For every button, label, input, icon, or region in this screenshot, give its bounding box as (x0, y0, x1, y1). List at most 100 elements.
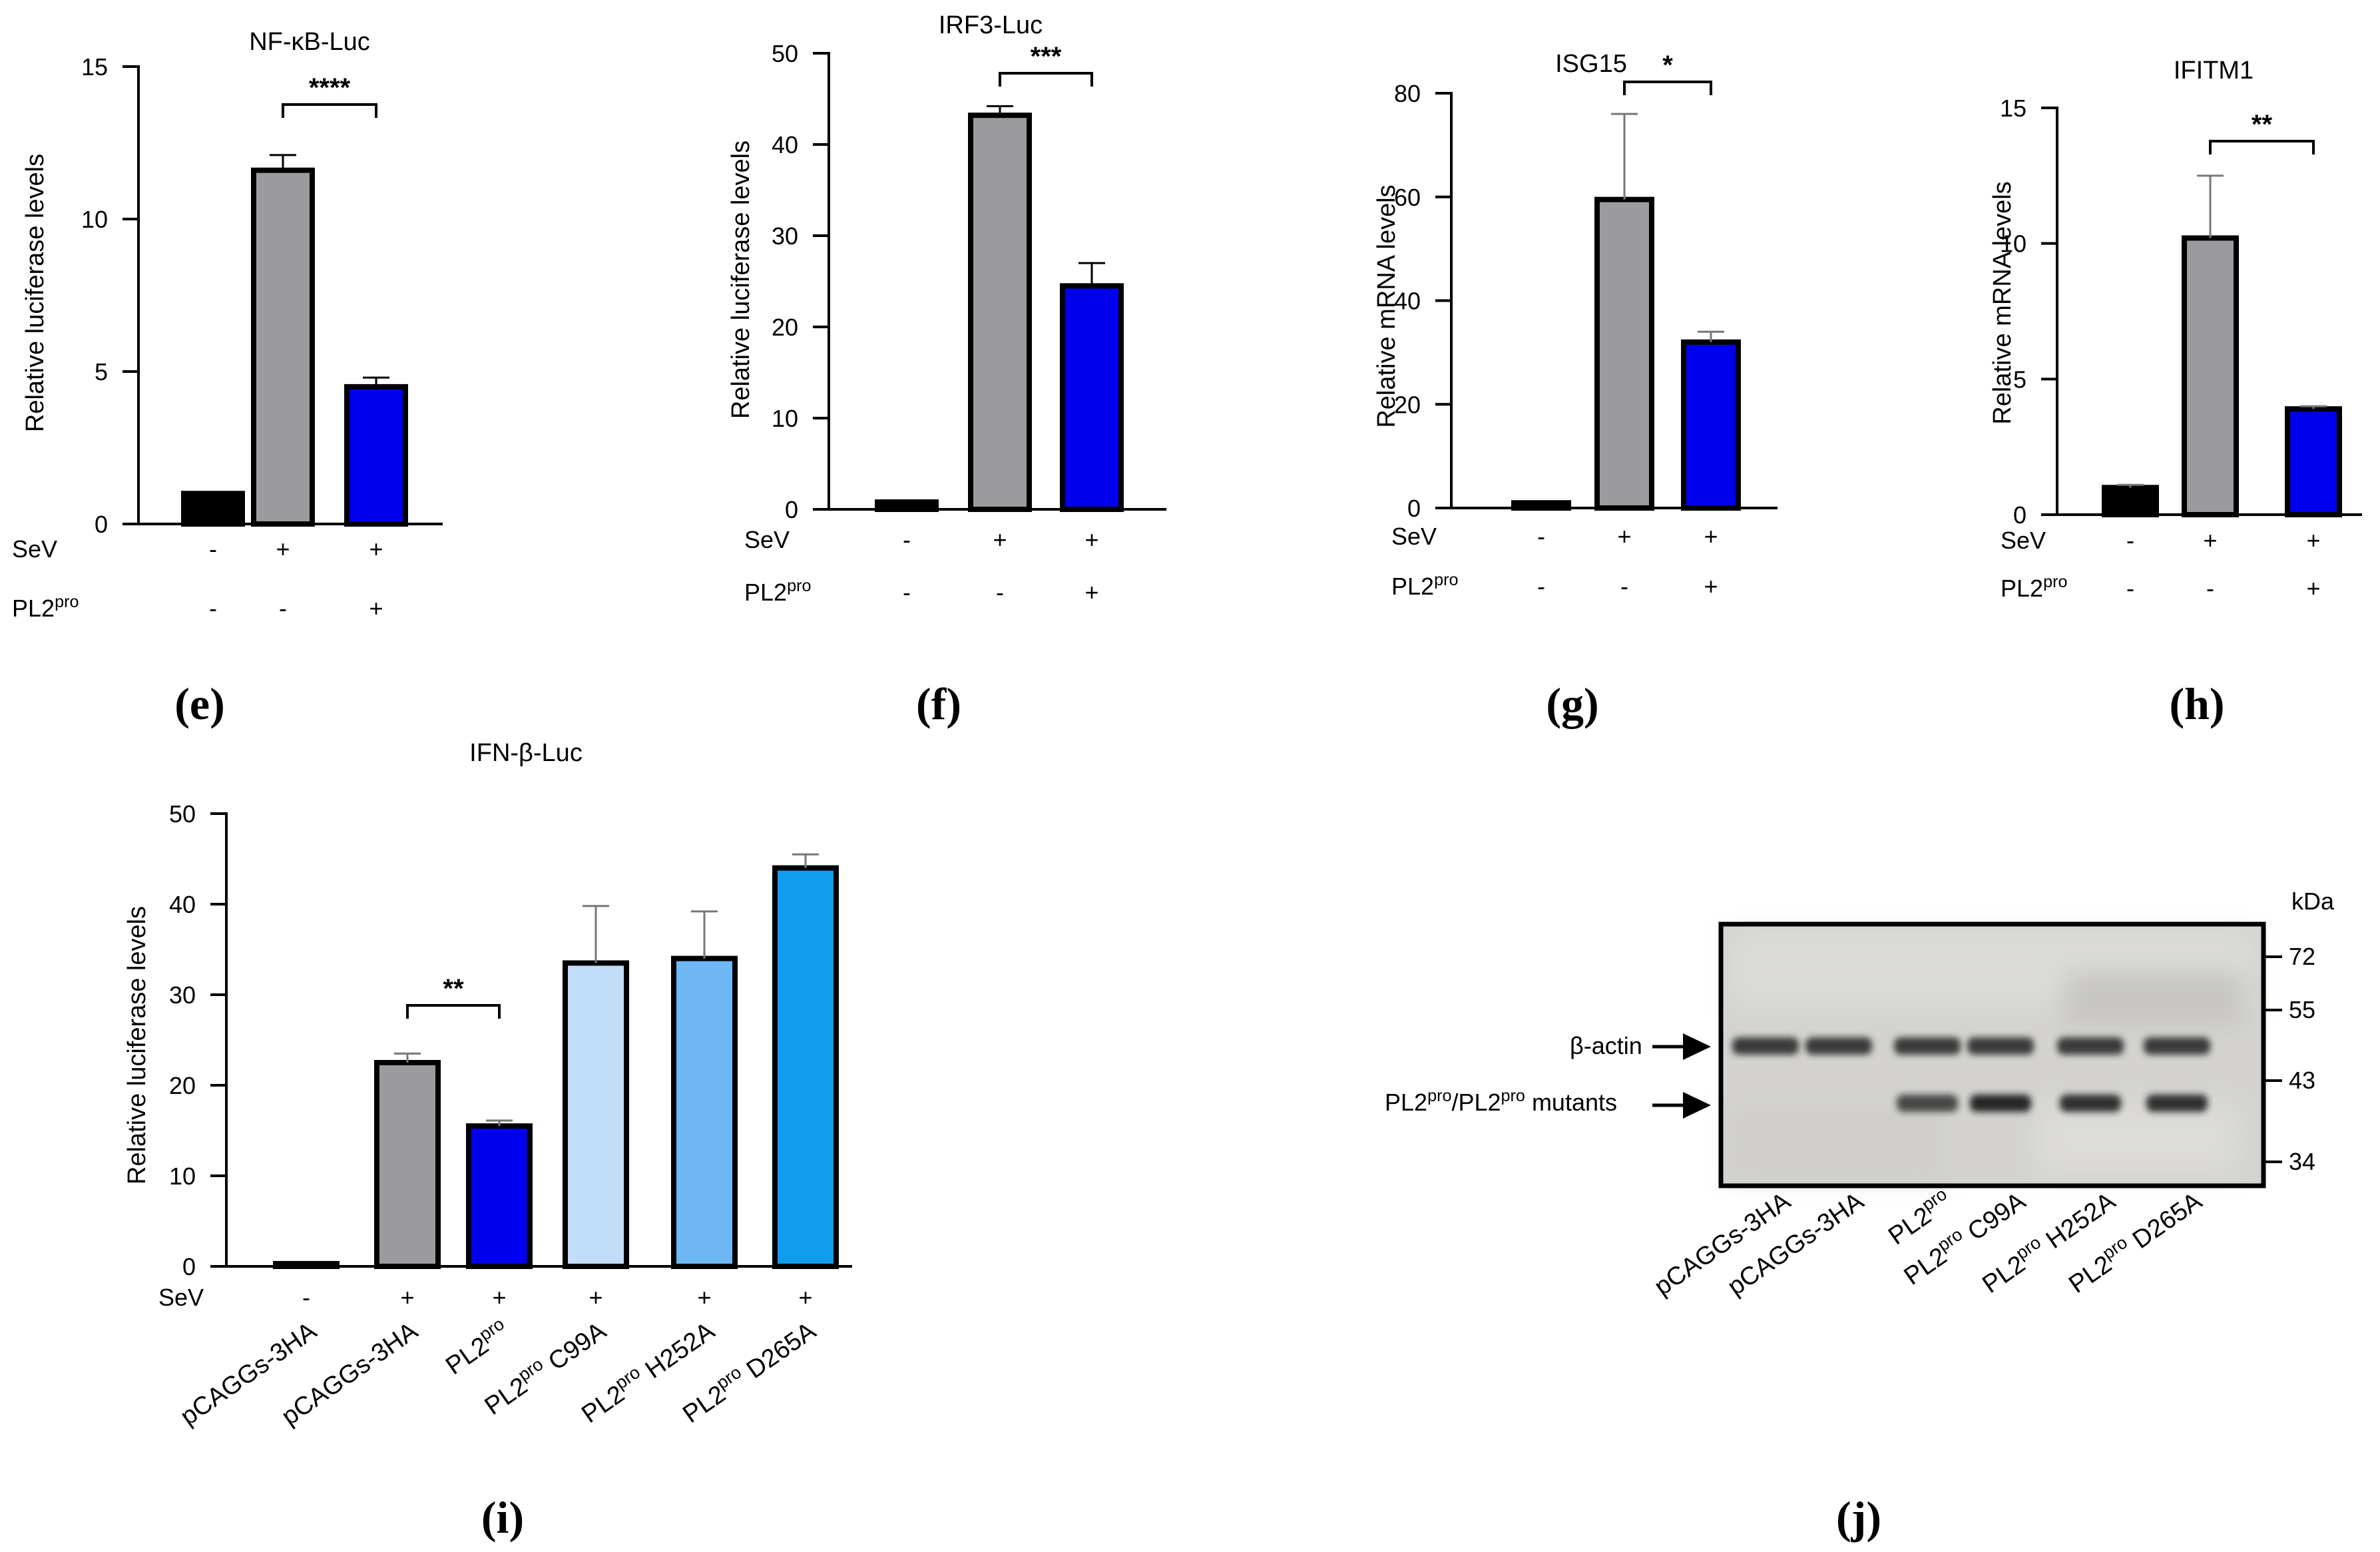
treatment-mark: + (492, 1284, 506, 1311)
significance-bracket (999, 72, 1093, 87)
chart-title: NF-κB-Luc (249, 28, 370, 56)
row-label: SeV (744, 526, 790, 553)
treatment-mark: - (903, 526, 911, 553)
y-tick-label: 10 (81, 206, 108, 233)
y-tick-label: 0 (95, 511, 108, 538)
y-axis-label: Relative luciferase levels (727, 140, 755, 419)
treatment-mark: + (2203, 527, 2217, 554)
treatment-mark: - (2206, 575, 2214, 602)
western-blot-j: kDa 72 55 43 34 β-actin PL2pro/PL2pro mu… (1385, 888, 2335, 1543)
bar (374, 1060, 441, 1269)
y-axis-label: Relative mRNA levels (1989, 181, 2017, 424)
y-tick-label: 0 (182, 1253, 196, 1280)
significance-label: ** (2252, 110, 2273, 139)
significance-bracket (2209, 140, 2315, 154)
bar (251, 167, 315, 527)
y-tick-label: 10 (2000, 230, 2026, 258)
bar (772, 865, 839, 1269)
bar (1681, 339, 1741, 511)
treatment-mark: - (1537, 523, 1545, 550)
blot-background-texture (1731, 932, 2254, 1178)
blot-frame (1718, 921, 2266, 1188)
bar (344, 384, 408, 527)
treatment-mark: - (1537, 573, 1545, 600)
y-tick-label: 40 (1394, 288, 1421, 315)
bar (563, 960, 629, 1270)
y-tick-label: 0 (785, 496, 798, 523)
treatment-mark: + (1084, 579, 1098, 606)
treatment-mark: + (697, 1284, 711, 1311)
beta-actin-arrow-icon (1683, 1033, 1711, 1060)
y-tick-label: 0 (2013, 501, 2026, 529)
bar (181, 491, 245, 527)
kda-unit: kDa (2291, 888, 2335, 915)
treatment-mark: + (1704, 573, 1718, 600)
y-tick-label: 50 (772, 40, 798, 67)
treatment-mark: - (903, 579, 911, 606)
treatment-mark: - (209, 595, 217, 622)
bar (2182, 235, 2239, 517)
treatment-mark: - (996, 579, 1004, 606)
y-tick-label: 50 (169, 800, 196, 828)
bar (968, 113, 1032, 513)
treatment-mark: + (276, 535, 290, 563)
y-tick-label: 20 (169, 1072, 196, 1099)
treatment-mark: + (369, 535, 383, 563)
beta-actin-label: β-actin (1570, 1032, 1642, 1059)
row-label: PL2pro (1391, 571, 1458, 600)
panel-label-g: (g) (1546, 678, 1598, 729)
y-tick-label: 30 (772, 222, 798, 250)
row-label: SeV (12, 535, 57, 563)
band-annotations: β-actin PL2pro/PL2pro mutants (1385, 1032, 1711, 1119)
beta-actin-band (2144, 1037, 2210, 1055)
significance-label: *** (1031, 42, 1062, 71)
y-tick-label: 5 (2013, 366, 2026, 393)
chart-title: IFN-β-Luc (469, 739, 583, 767)
treatment-mark: - (2126, 575, 2134, 602)
significance-label: * (1662, 51, 1673, 80)
treatment-mark: - (1620, 573, 1628, 600)
y-tick-label: 15 (2000, 95, 2026, 122)
treatment-mark: + (798, 1284, 812, 1311)
treatment-mark: + (1704, 523, 1718, 550)
bar (466, 1123, 533, 1269)
y-axis-label: Relative luciferase levels (21, 154, 49, 432)
significance-bracket (406, 1004, 501, 1019)
category-label: PL2pro (439, 1314, 515, 1380)
bar (671, 955, 738, 1269)
beta-actin-band (2057, 1037, 2124, 1055)
beta-actin-band (1894, 1037, 1961, 1055)
panel-label-e: (e) (174, 678, 224, 729)
beta-actin-band (1967, 1037, 2034, 1055)
beta-actin-band (1805, 1037, 1872, 1055)
treatment-mark: + (400, 1284, 414, 1311)
y-tick-label: 20 (1394, 391, 1421, 418)
treatment-mark: - (209, 535, 217, 563)
treatment-mark: - (302, 1284, 310, 1311)
kda-markers: kDa 72 55 43 34 (2263, 888, 2335, 1175)
treatment-mark: - (2126, 527, 2134, 554)
pl2pro-band (1897, 1095, 1958, 1112)
y-axis-label: Relative mRNA levels (1373, 184, 1401, 427)
marker-55: 55 (2289, 996, 2315, 1023)
y-tick-label: 80 (1394, 80, 1421, 107)
chart-h: IFITM1 Relative mRNA levels 0 5 10 15 ** SeV - + +… (1989, 57, 2362, 729)
chart-title: ISG15 (1555, 50, 1627, 78)
marker-34: 34 (2289, 1148, 2315, 1175)
significance-label: **** (309, 73, 351, 103)
row-label: SeV (158, 1284, 204, 1311)
row-label: SeV (2001, 527, 2046, 554)
pl2pro-band (2146, 1095, 2208, 1112)
significance-label: ** (443, 974, 464, 1003)
pl2pro-band (1970, 1095, 2031, 1112)
treatment-mark: + (1084, 526, 1098, 553)
chart-title: IFITM1 (2174, 57, 2254, 85)
bar (1511, 500, 1571, 511)
y-tick-label: 0 (1407, 495, 1421, 522)
beta-actin-band (1732, 1037, 1799, 1055)
panel-label-h: (h) (2169, 678, 2224, 729)
y-tick-label: 15 (81, 53, 108, 81)
y-tick-label: 60 (1394, 184, 1421, 211)
lane-label: PL2pro D265A (2062, 1184, 2208, 1299)
